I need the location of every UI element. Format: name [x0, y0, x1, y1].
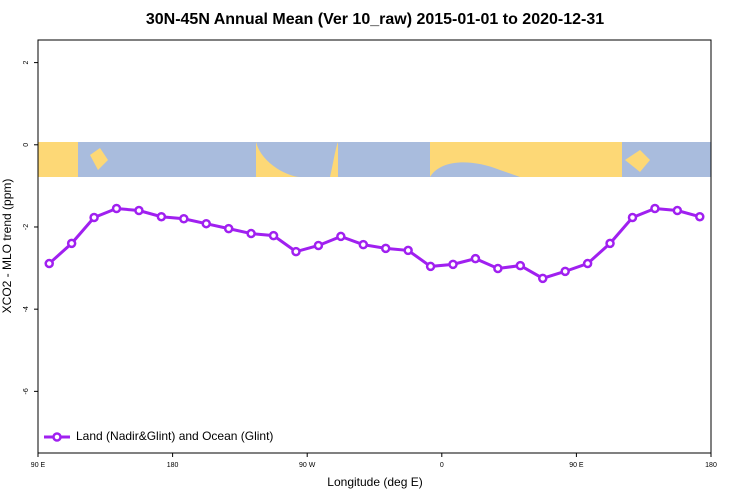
point — [538, 273, 548, 284]
y-tick-label: -2 — [23, 224, 30, 230]
point — [156, 211, 167, 222]
point — [134, 205, 144, 216]
chart-title: 30N-45N Annual Mean (Ver 10_raw) 2015-01… — [146, 11, 604, 28]
point — [627, 212, 638, 223]
point — [201, 218, 211, 229]
point — [44, 258, 54, 269]
y-tick-label: -6 — [23, 388, 30, 394]
point — [179, 214, 189, 224]
x-tick-label: 180 — [705, 462, 717, 469]
point — [672, 205, 683, 216]
point — [291, 246, 301, 257]
point — [246, 228, 256, 239]
legend-marker — [52, 432, 62, 442]
map-strip — [38, 142, 711, 177]
point — [582, 258, 593, 269]
point — [493, 263, 503, 274]
point — [448, 259, 458, 270]
point — [403, 245, 413, 256]
point — [695, 211, 705, 222]
x-tick-label: 180 — [167, 462, 179, 469]
y-tick-label: -4 — [23, 306, 30, 312]
point — [470, 253, 481, 264]
point — [425, 261, 436, 272]
point — [89, 212, 99, 223]
point — [560, 266, 570, 277]
point — [358, 239, 369, 250]
point — [268, 230, 279, 241]
x-tick-label: 90 E — [31, 462, 46, 469]
point — [223, 223, 234, 234]
point — [605, 238, 615, 249]
x-tick-label: 90 E — [569, 462, 584, 469]
y-tick-label: 0 — [23, 143, 30, 147]
plot-frame — [37, 39, 712, 454]
point — [515, 260, 526, 271]
point — [380, 243, 391, 254]
x-tick-label: 90 W — [299, 462, 316, 469]
legend-label: Land (Nadir&Glint) and Ocean (Glint) — [76, 429, 273, 443]
point — [66, 238, 77, 249]
point — [313, 240, 324, 251]
x-axis-label: Longitude (deg E) — [327, 475, 422, 489]
x-tick-label: 0 — [440, 462, 444, 469]
y-tick-label: 2 — [23, 61, 30, 65]
series-line — [48, 206, 701, 280]
point — [111, 203, 122, 214]
point — [336, 231, 346, 242]
point — [650, 203, 660, 214]
y-axis-label: XCO2 - MLO trend (ppm) — [0, 179, 14, 314]
